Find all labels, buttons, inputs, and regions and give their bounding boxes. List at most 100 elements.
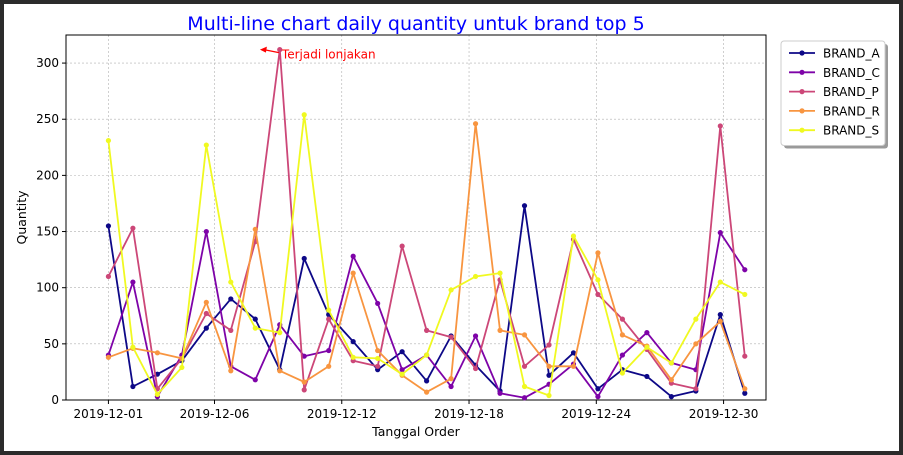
data-point-brand_a <box>203 325 209 331</box>
x-axis-label: Tanggal Order <box>371 424 461 439</box>
data-point-brand_r <box>472 121 479 127</box>
data-point-brand_r <box>717 318 723 324</box>
data-point-brand_c <box>252 377 258 383</box>
data-point-brand_r <box>521 332 528 338</box>
y-tick-label: 150 <box>36 225 59 239</box>
legend-label: BRAND_S <box>823 124 879 138</box>
legend-marker <box>799 50 805 56</box>
data-point-brand_c <box>375 300 381 307</box>
data-point-brand_a <box>301 255 307 262</box>
data-point-brand_s <box>277 330 283 336</box>
data-point-brand_s <box>130 344 136 350</box>
data-point-brand_s <box>570 233 577 239</box>
y-tick-label: 100 <box>36 281 59 295</box>
annotation-arrowhead <box>259 46 267 53</box>
data-point-brand_s <box>619 370 626 376</box>
data-point-brand_s <box>375 355 381 362</box>
data-point-brand_c <box>742 267 748 273</box>
data-point-brand_p <box>203 310 209 317</box>
data-point-brand_c <box>203 228 209 235</box>
data-point-brand_r <box>424 389 430 395</box>
data-point-brand_s <box>105 137 112 144</box>
y-tick-label: 0 <box>51 393 59 407</box>
data-point-brand_r <box>326 363 332 369</box>
chart-frame: Multi-line chart daily quantity untuk br… <box>4 4 899 451</box>
data-point-brand_c <box>521 395 528 401</box>
data-point-brand_p <box>228 327 234 333</box>
x-tick-label: 2019-12-12 <box>307 407 377 421</box>
data-point-brand_p <box>472 365 479 372</box>
data-point-brand_s <box>350 354 356 360</box>
data-point-brand_r <box>301 379 307 385</box>
data-point-brand_c <box>595 394 601 400</box>
y-tick-label: 50 <box>44 337 59 351</box>
data-point-brand_r <box>693 341 699 347</box>
legend-label: BRAND_R <box>823 104 880 118</box>
data-point-brand_p <box>595 291 601 298</box>
data-point-brand_a <box>521 203 528 209</box>
legend-marker <box>799 108 805 114</box>
data-point-brand_r <box>350 270 356 276</box>
plot-area-frame <box>65 34 767 401</box>
data-point-brand_a <box>644 373 650 380</box>
data-point-brand_c <box>717 230 723 236</box>
data-point-brand_s <box>717 279 723 285</box>
data-point-brand_s <box>668 360 674 366</box>
data-point-brand_p <box>277 47 283 53</box>
data-point-brand_s <box>301 112 307 118</box>
data-point-brand_a <box>252 316 258 322</box>
series-line-brand_c <box>107 230 746 399</box>
data-point-brand_s <box>326 307 332 313</box>
data-point-brand_p <box>326 316 332 322</box>
data-point-brand_p <box>546 342 552 348</box>
data-point-brand_a <box>228 296 234 302</box>
y-tick-label: 250 <box>36 112 59 126</box>
data-point-brand_r <box>595 250 601 256</box>
data-point-brand_r <box>375 347 381 354</box>
data-point-brand_a <box>570 350 577 356</box>
data-point-brand_c <box>448 383 454 390</box>
x-tick-label: 2019-12-18 <box>434 407 504 421</box>
data-point-brand_c <box>130 279 136 285</box>
line-chart: Multi-line chart daily quantity untuk br… <box>14 13 888 439</box>
data-point-brand_p <box>693 386 699 392</box>
x-tick-label: 2019-12-30 <box>689 407 759 421</box>
data-point-brand_p <box>448 334 454 340</box>
data-point-brand_a <box>668 394 674 400</box>
data-point-brand_s <box>742 291 748 298</box>
data-point-brand_s <box>228 279 234 285</box>
y-tick-label: 200 <box>36 168 59 182</box>
data-point-brand_p <box>717 123 723 129</box>
y-axis-label: Quantity <box>14 190 29 245</box>
data-point-brand_s <box>154 391 160 397</box>
data-point-brand_a <box>595 386 601 392</box>
legend-box <box>780 40 886 146</box>
series-line-brand_p <box>107 48 746 391</box>
legend-label: BRAND_P <box>823 85 879 99</box>
data-point-brand_a <box>742 390 748 396</box>
data-point-brand_a <box>717 312 723 318</box>
data-point-brand_a <box>424 378 430 384</box>
legend-marker <box>799 69 805 75</box>
data-point-brand_r <box>497 327 503 333</box>
legend-marker <box>799 89 805 95</box>
annotation-arrow <box>263 49 280 54</box>
x-tick-label: 2019-12-06 <box>180 407 250 421</box>
data-point-brand_r <box>546 363 552 369</box>
data-point-brand_p <box>521 363 528 369</box>
data-point-brand_c <box>301 353 307 359</box>
legend-marker <box>799 127 805 133</box>
series-line-brand_a <box>107 204 746 398</box>
data-point-brand_p <box>399 243 405 249</box>
data-point-brand_r <box>448 376 454 382</box>
data-point-brand_a <box>399 349 405 355</box>
data-point-brand_a <box>105 223 112 229</box>
data-point-brand_r <box>619 332 626 338</box>
data-point-brand_r <box>277 368 283 374</box>
data-point-brand_s <box>521 383 528 390</box>
data-point-brand_c <box>472 333 479 339</box>
data-point-brand_p <box>301 387 307 393</box>
data-point-brand_s <box>179 364 185 371</box>
data-point-brand_c <box>644 330 650 336</box>
data-point-brand_s <box>497 270 503 276</box>
